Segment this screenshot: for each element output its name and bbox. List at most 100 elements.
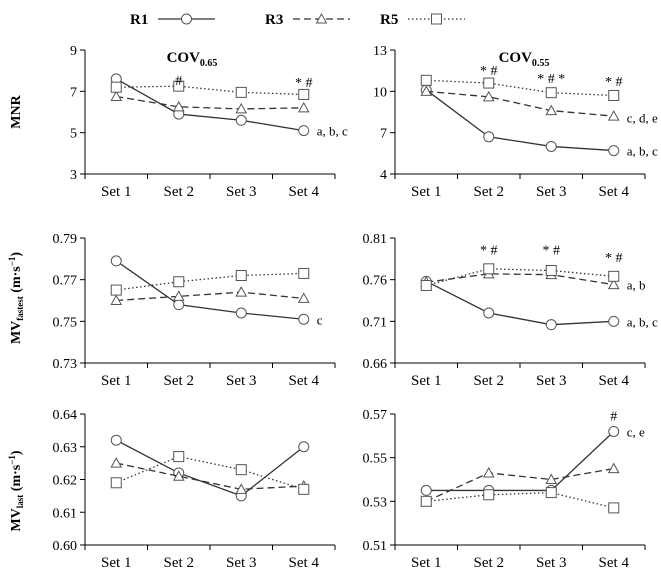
series-r1 xyxy=(420,84,620,157)
series-line xyxy=(116,95,304,110)
x-tick-label: Set 1 xyxy=(101,555,131,571)
x-tick-label: Set 4 xyxy=(599,373,630,389)
data-point xyxy=(545,473,558,484)
series-r5 xyxy=(110,451,310,495)
y-tick-label: 0.62 xyxy=(53,474,78,489)
data-point xyxy=(173,80,185,92)
legend-circle-marker xyxy=(181,13,192,25)
series-line xyxy=(425,467,614,502)
comparison-letters: a, b, c xyxy=(627,314,658,329)
series-line xyxy=(426,79,614,97)
data-point xyxy=(110,81,122,93)
series-r5 xyxy=(110,267,310,296)
y-tick-label: 4 xyxy=(380,168,387,183)
significance-annotation: * # xyxy=(543,244,561,259)
x-tick-label: Set 2 xyxy=(474,373,504,389)
x-tick-label: Set 2 xyxy=(474,184,504,200)
data-point xyxy=(235,464,247,476)
series-r1 xyxy=(110,73,310,137)
y-tick-label: 0.75 xyxy=(53,315,78,330)
significance-annotation: * # xyxy=(605,251,623,266)
significance-annotation: # xyxy=(610,410,617,425)
data-point xyxy=(607,462,620,474)
data-point xyxy=(483,307,495,319)
y-tick-label: 0.53 xyxy=(363,495,388,510)
data-point xyxy=(545,140,557,152)
y-tick-label: 0.79 xyxy=(53,232,78,247)
data-point xyxy=(608,270,620,282)
significance-annotation: * # * xyxy=(537,72,565,87)
x-tick-label: Set 3 xyxy=(226,373,256,389)
chart-panels: 3 5 7 9 Set 1 Set 2 Set 3 Set 4 # * # a, b, c 4 7 10 1… xyxy=(53,44,659,571)
chart-mnr-055: 4 7 10 13 Set 1 Set 2 Set 3 Set 4 * # * # * * # c, … xyxy=(373,44,658,200)
chart-mnr-065: 3 5 7 9 Set 1 Set 2 Set 3 Set 4 # * # a, b, c xyxy=(70,44,348,200)
data-point xyxy=(235,114,247,126)
data-point xyxy=(110,255,122,267)
x-tick-label: Set 4 xyxy=(289,373,320,389)
data-point xyxy=(235,307,247,319)
series-line xyxy=(115,260,304,320)
series-r3 xyxy=(110,90,310,114)
data-point xyxy=(172,470,185,481)
y-tick-label: 0.77 xyxy=(53,274,78,289)
y-tick-label: 0.76 xyxy=(363,274,388,289)
chart-mvlast-055: 0.51 0.53 0.55 0.57 Set 1 Set 2 Set 3 Set 4 # c, … xyxy=(363,408,646,571)
data-point xyxy=(235,102,248,114)
data-point xyxy=(235,270,247,281)
comparison-letters: c xyxy=(317,312,323,327)
chart-mvlast-065: 0.60 0.61 0.62 0.63 0.64 Set 1 Set 2 Set 3 Set 4 xyxy=(53,408,336,571)
y-tick-label: 0.55 xyxy=(363,452,388,467)
x-tick-label: Set 4 xyxy=(289,184,320,200)
x-tick-label: Set 4 xyxy=(599,184,630,200)
series-line xyxy=(426,491,614,509)
data-point xyxy=(298,483,310,495)
x-tick-label: Set 3 xyxy=(536,373,566,389)
series-line xyxy=(426,273,614,286)
data-point xyxy=(298,313,310,325)
data-point xyxy=(545,319,557,331)
y-tick-label: 0.73 xyxy=(53,357,78,372)
significance-annotation: * # xyxy=(295,76,313,91)
column-title: COV0.55 xyxy=(499,50,550,69)
data-point xyxy=(110,457,123,468)
legend-label: R3 xyxy=(265,12,283,28)
data-point xyxy=(483,263,495,275)
x-tick-label: Set 3 xyxy=(536,555,566,571)
data-point xyxy=(172,290,185,301)
x-tick-label: Set 4 xyxy=(599,555,630,571)
data-point xyxy=(298,441,310,453)
significance-annotation: * # xyxy=(605,75,623,90)
chart-mvfastest-065: 0.73 0.75 0.77 0.79 Set 1 Set 2 Set 3 Set 4 c xyxy=(53,232,336,389)
data-point xyxy=(110,477,122,489)
x-tick-label: Set 1 xyxy=(411,555,441,571)
y-tick-label: 0.60 xyxy=(53,539,78,554)
y-tick-label: 0.57 xyxy=(363,408,388,423)
x-tick-label: Set 1 xyxy=(411,184,441,200)
data-point xyxy=(298,267,310,279)
series-line xyxy=(116,85,304,96)
data-point xyxy=(110,90,123,101)
data-point xyxy=(545,87,557,99)
series-line xyxy=(426,268,614,287)
y-tick-label: 0.51 xyxy=(363,539,388,554)
legend: R1 R3 R5 xyxy=(130,12,465,28)
column-title: COV0.65 xyxy=(167,50,218,69)
comparison-letters: c, d, e xyxy=(627,111,658,126)
data-point xyxy=(420,495,432,507)
series-r3 xyxy=(420,267,620,290)
y-tick-label: 7 xyxy=(380,127,387,142)
data-point xyxy=(297,101,310,113)
series-r1 xyxy=(110,255,310,325)
data-point xyxy=(420,85,433,96)
data-point xyxy=(110,294,123,305)
series-line xyxy=(116,291,304,302)
series-r5 xyxy=(420,74,620,101)
y-tick-label: 0.64 xyxy=(53,408,78,423)
chart-mvfastest-055: 0.66 0.71 0.76 0.81 Set 1 Set 2 Set 3 Set 4 * # *… xyxy=(363,232,659,389)
series-r3 xyxy=(420,85,620,121)
series-line xyxy=(426,90,614,117)
series-r1 xyxy=(420,425,620,496)
row-labels: MNR MVfastest (m·s−1) MVlast (m·s−1) xyxy=(7,94,25,531)
data-point xyxy=(608,315,620,327)
x-tick-label: Set 2 xyxy=(474,555,504,571)
